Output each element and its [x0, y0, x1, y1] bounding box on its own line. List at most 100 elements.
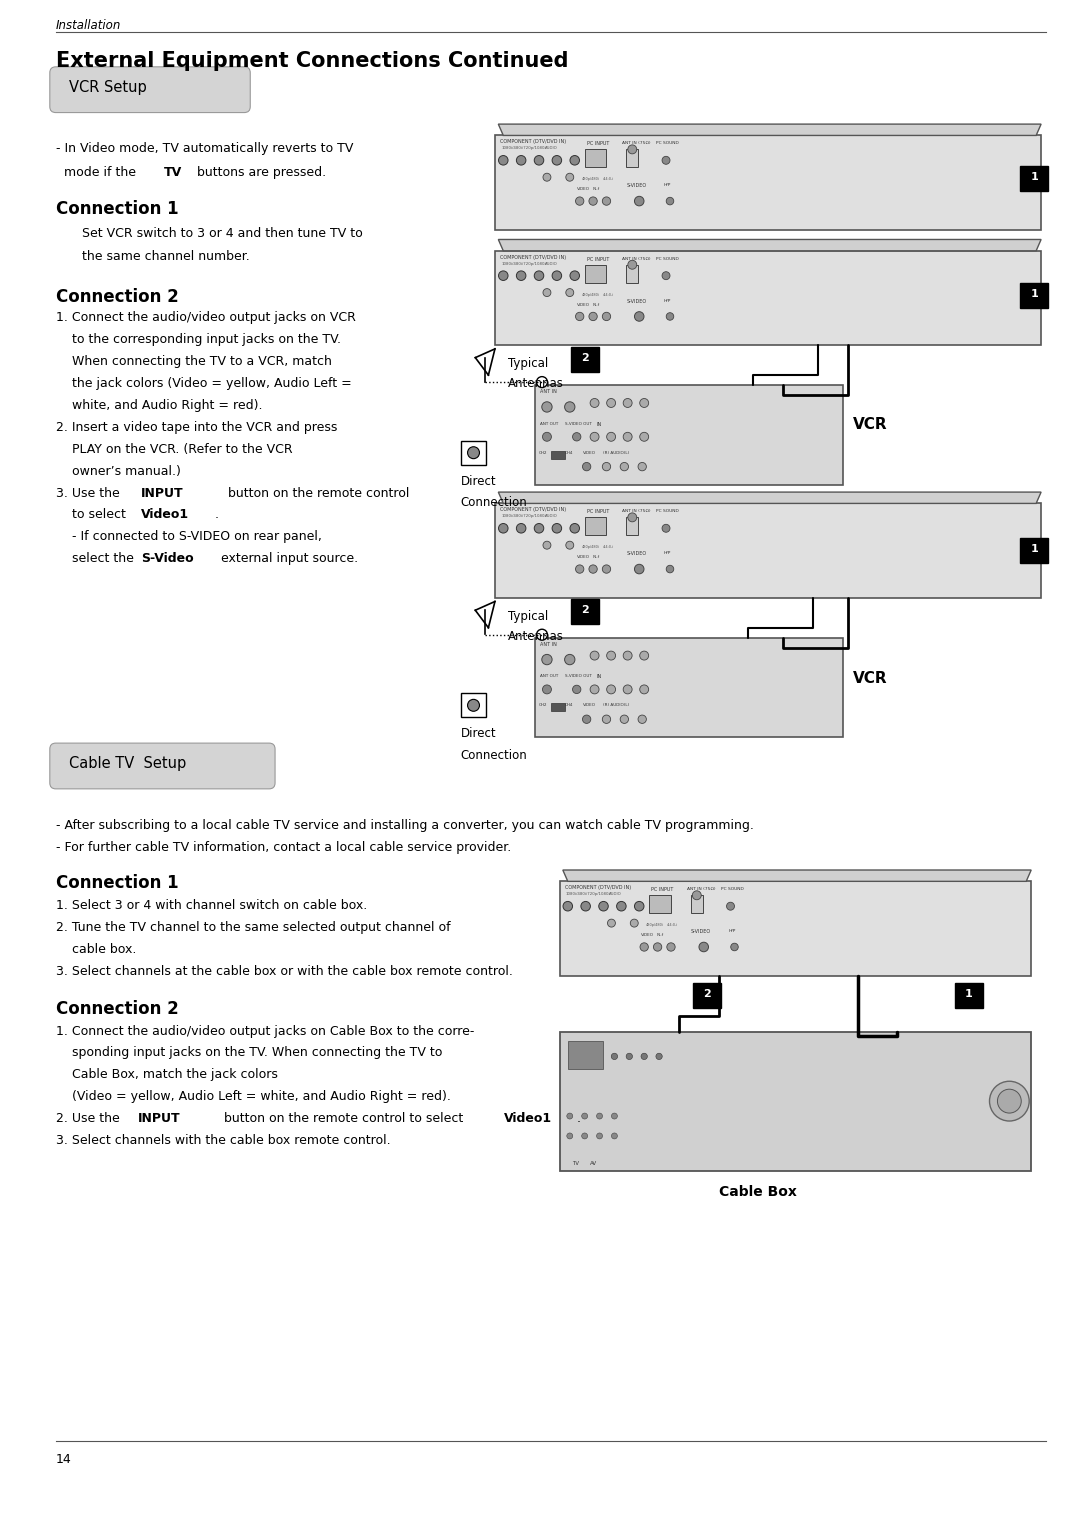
Bar — [460, 441, 486, 465]
Circle shape — [603, 564, 610, 573]
Text: buttons are pressed.: buttons are pressed. — [192, 166, 326, 180]
Text: 2: 2 — [581, 352, 589, 363]
Polygon shape — [498, 124, 1041, 136]
Circle shape — [565, 401, 575, 412]
Circle shape — [542, 685, 552, 694]
Circle shape — [639, 685, 649, 694]
Text: ANT IN (75Ω): ANT IN (75Ω) — [622, 256, 651, 261]
Circle shape — [543, 174, 551, 181]
Circle shape — [634, 564, 644, 573]
Circle shape — [998, 1089, 1022, 1113]
Text: (Video = yellow, Audio Left = white, and Audio Right = red).: (Video = yellow, Audio Left = white, and… — [56, 1090, 450, 1103]
Text: Typical: Typical — [509, 357, 549, 371]
Circle shape — [634, 197, 644, 206]
Circle shape — [603, 197, 610, 206]
Text: external input source.: external input source. — [216, 552, 357, 566]
Circle shape — [607, 685, 616, 694]
Text: 1: 1 — [1030, 290, 1038, 299]
Text: H/P: H/P — [664, 551, 672, 555]
Circle shape — [666, 566, 674, 573]
Circle shape — [640, 942, 648, 952]
Circle shape — [570, 523, 580, 534]
Text: Connection 2: Connection 2 — [56, 288, 178, 305]
Text: AV: AV — [590, 1161, 597, 1165]
Text: ANT IN: ANT IN — [540, 389, 557, 393]
Text: H/P: H/P — [664, 299, 672, 302]
Text: TV: TV — [164, 166, 183, 180]
Bar — [559, 1031, 1031, 1171]
Text: Antennas: Antennas — [509, 377, 564, 390]
Circle shape — [662, 157, 670, 165]
Text: Cable Box, match the jack colors: Cable Box, match the jack colors — [56, 1069, 278, 1081]
Bar — [649, 895, 671, 913]
Bar — [551, 703, 565, 711]
Bar — [955, 984, 983, 1008]
Bar — [584, 517, 607, 535]
Circle shape — [607, 432, 616, 441]
FancyBboxPatch shape — [559, 881, 1031, 976]
Text: H/P: H/P — [664, 183, 672, 188]
Text: VCR: VCR — [852, 671, 887, 686]
Text: the jack colors (Video = yellow, Audio Left =: the jack colors (Video = yellow, Audio L… — [56, 377, 351, 390]
Circle shape — [565, 654, 575, 665]
Text: 3. Select channels at the cable box or with the cable box remote control.: 3. Select channels at the cable box or w… — [56, 965, 513, 978]
Text: CH2: CH2 — [539, 451, 548, 454]
Text: VIDEO: VIDEO — [577, 188, 590, 191]
Circle shape — [566, 541, 573, 549]
Text: .: . — [215, 508, 218, 522]
Text: IN-f: IN-f — [593, 555, 599, 560]
Text: white, and Audio Right = red).: white, and Audio Right = red). — [56, 400, 262, 412]
Bar — [568, 1042, 603, 1069]
FancyBboxPatch shape — [50, 743, 275, 788]
Text: VCR Setup: VCR Setup — [69, 79, 147, 95]
Text: CH4: CH4 — [565, 703, 573, 708]
Text: Installation: Installation — [56, 20, 121, 32]
Circle shape — [611, 1054, 618, 1060]
Circle shape — [590, 651, 599, 660]
Text: PC INPUT: PC INPUT — [651, 888, 674, 892]
Text: Direct: Direct — [460, 474, 496, 488]
Text: Typical: Typical — [509, 610, 549, 622]
Text: to the corresponding input jacks on the TV.: to the corresponding input jacks on the … — [56, 334, 341, 346]
Text: 4:4:0-i: 4:4:0-i — [603, 293, 613, 296]
Text: to select: to select — [56, 508, 130, 522]
Circle shape — [589, 197, 597, 206]
Text: 2. Tune the TV channel to the same selected output channel of: 2. Tune the TV channel to the same selec… — [56, 921, 450, 935]
Circle shape — [666, 197, 674, 204]
Polygon shape — [563, 869, 1031, 881]
Circle shape — [572, 433, 581, 441]
Circle shape — [576, 564, 584, 573]
Text: ANT IN (75Ω): ANT IN (75Ω) — [622, 142, 651, 145]
Circle shape — [623, 685, 632, 694]
Text: 1: 1 — [1030, 544, 1038, 554]
Bar — [626, 517, 638, 535]
Text: S-Video: S-Video — [141, 552, 193, 566]
Text: - If connected to S-VIDEO on rear panel,: - If connected to S-VIDEO on rear panel, — [56, 531, 322, 543]
Circle shape — [563, 901, 572, 910]
Text: COMPONENT (DTV/DVD IN): COMPONENT (DTV/DVD IN) — [500, 255, 566, 259]
Text: (R) AUDIO(L): (R) AUDIO(L) — [603, 703, 629, 708]
Circle shape — [638, 715, 646, 723]
Text: PC SOUND: PC SOUND — [656, 142, 679, 145]
Text: IN: IN — [596, 674, 602, 680]
Text: 4:4:0-i: 4:4:0-i — [603, 546, 613, 549]
Text: select the: select the — [56, 552, 137, 566]
Circle shape — [537, 377, 548, 387]
Circle shape — [662, 271, 670, 279]
Circle shape — [576, 197, 584, 206]
Text: S-VIDEO OUT: S-VIDEO OUT — [565, 674, 592, 679]
Text: 1080i/480i/720p/1080i: 1080i/480i/720p/1080i — [566, 892, 610, 897]
Text: H/P: H/P — [729, 929, 735, 933]
Text: 4:4:0-i: 4:4:0-i — [603, 177, 613, 181]
Text: PLAY on the VCR. (Refer to the VCR: PLAY on the VCR. (Refer to the VCR — [56, 442, 293, 456]
Circle shape — [535, 523, 543, 534]
Circle shape — [516, 156, 526, 165]
Bar — [1021, 284, 1048, 308]
Circle shape — [582, 1113, 588, 1119]
Bar — [535, 386, 842, 485]
Text: 3. Select channels with the cable box remote control.: 3. Select channels with the cable box re… — [56, 1135, 390, 1147]
Circle shape — [589, 313, 597, 320]
Text: IN-f: IN-f — [657, 933, 664, 936]
Circle shape — [620, 715, 629, 723]
Circle shape — [576, 313, 584, 320]
